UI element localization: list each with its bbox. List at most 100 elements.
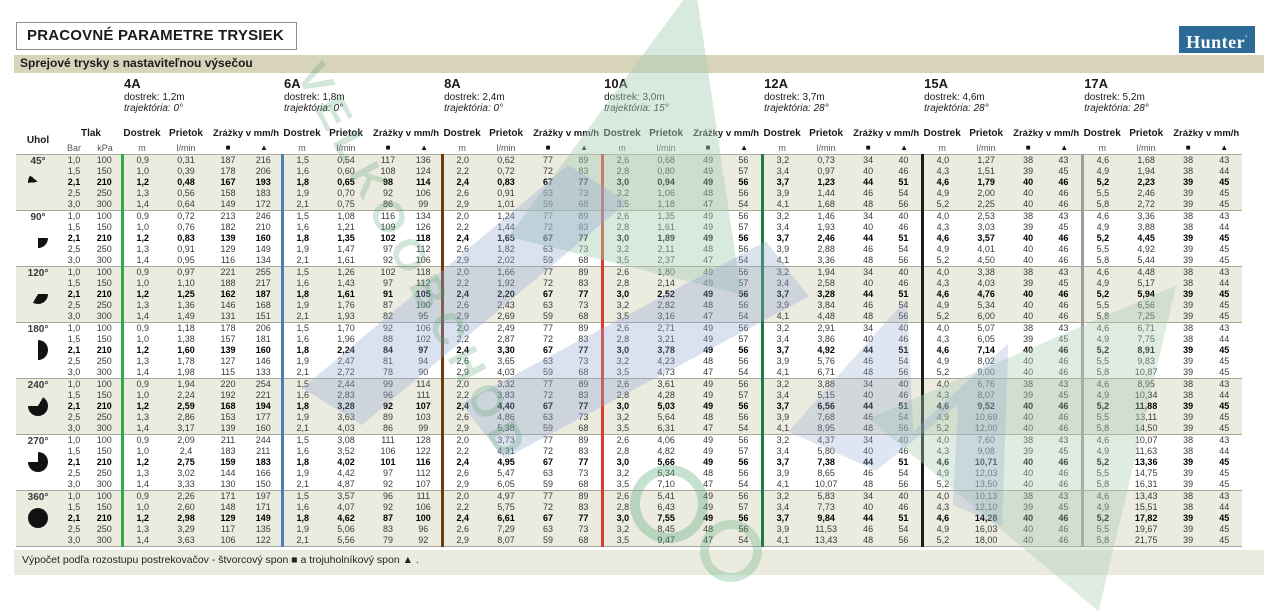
- zrazky-square-value: 49: [703, 446, 714, 456]
- dostrek-value: 1,3: [120, 468, 162, 479]
- dostrek-value: 3,9: [760, 412, 803, 423]
- dostrek-value: 2,9: [440, 199, 483, 211]
- prietok-value: 5,83: [802, 490, 851, 502]
- dostrek-value: 2,9: [440, 423, 483, 435]
- angle-label: 240°: [27, 380, 49, 391]
- dostrek-value: 4,6: [920, 289, 963, 300]
- zrazky-triangle-value: 112: [406, 278, 443, 289]
- prietok-value: 5,76: [817, 356, 835, 366]
- zrazky-square-value: 86: [370, 423, 407, 435]
- zrazky-triangle-value: 68: [578, 367, 589, 377]
- pressure-bar-value: 3,0: [60, 535, 88, 547]
- dostrek-value: 1,8: [280, 177, 323, 188]
- zrazky-triangle-value: 43: [1046, 490, 1083, 502]
- zrazky-square-value: 49: [690, 401, 727, 412]
- zrazky-square-value: 49: [703, 345, 714, 355]
- prietok-value: 4,92: [1137, 244, 1155, 254]
- zrazky-triangle-value: 46: [898, 446, 909, 456]
- zrazky-triangle-value: 40: [886, 322, 923, 334]
- dostrek-value: 3,4: [760, 166, 803, 177]
- zrazky-square-value: 39: [1170, 300, 1207, 311]
- zrazky-triangle-value: 54: [726, 199, 763, 211]
- zrazky-triangle-value: 160: [255, 345, 271, 355]
- dostrek-value: 2,2: [440, 278, 483, 289]
- dostrek-value: 3,9: [760, 188, 803, 199]
- dostrek-value: 2,1: [280, 199, 323, 211]
- prietok-value: 3,30: [497, 345, 515, 355]
- prietok-value: 0,68: [642, 154, 691, 166]
- prietok-value: 2,11: [657, 244, 675, 254]
- dostrek-value: 1,3: [120, 244, 162, 255]
- prietok-value: 3,88: [802, 378, 851, 390]
- dostrek-value: 4,9: [1080, 446, 1123, 457]
- prietok-value: 0,83: [482, 177, 531, 188]
- zrazky-square-value: 38: [1170, 278, 1207, 289]
- zrazky-triangle-value: 51: [886, 177, 923, 188]
- zrazky-square-value: 40: [863, 334, 874, 344]
- pressure-bar-value: 2,1: [60, 289, 88, 300]
- table-row: 120° 1,0 100 0,9 0,97 221 255 1,5 1,26 102 118 2,0 1…: [16, 266, 1243, 323]
- prietok-value: 2,71: [642, 322, 691, 334]
- dostrek-value: 4,0: [920, 266, 963, 278]
- zrazky-triangle-value: 46: [1058, 479, 1069, 489]
- prietok-value: 5,38: [482, 423, 531, 435]
- zrazky-triangle-value: 133: [255, 367, 271, 377]
- table-row: 2,1 210 1,2 0,83 139 160 1,8 1,35 102 118 2,4 1,65 6…: [16, 233, 1242, 244]
- zrazky-triangle-value: 45: [1046, 502, 1083, 513]
- prietok-value: 9,47: [642, 535, 691, 547]
- zrazky-square-value: 47: [703, 367, 714, 377]
- pressure-bar-value: 1,5: [67, 334, 81, 344]
- pressure-bar-value: 2,1: [67, 345, 81, 355]
- prietok-value: 3,73: [482, 434, 531, 446]
- dostrek-value: 1,2: [120, 233, 162, 244]
- pressure-bar-value: 2,5: [60, 524, 88, 535]
- zrazky-triangle-value: 77: [578, 345, 589, 355]
- prietok-value: 2,59: [162, 401, 210, 412]
- zrazky-square-value: 139: [220, 345, 236, 355]
- zrazky-square-value: 38: [1010, 154, 1047, 166]
- prietok-value: 15,51: [1122, 502, 1171, 513]
- zrazky-triangle-value: 44: [1206, 502, 1243, 513]
- zrazky-triangle-value: 40: [886, 378, 923, 390]
- dostrek-value: 2,6: [600, 154, 643, 166]
- dostrek-value: 3,4: [760, 222, 803, 233]
- dostrek-value: 4,0: [920, 322, 963, 334]
- zrazky-square-value: 87: [370, 300, 407, 311]
- prietok-value: 0,97: [802, 166, 851, 177]
- zrazky-triangle-value: 56: [726, 154, 763, 166]
- zrazky-square-value: 49: [690, 278, 727, 289]
- zrazky-triangle-value: 56: [886, 199, 923, 211]
- angle-cell: 180°: [16, 322, 60, 379]
- zrazky-square-value: 48: [850, 311, 887, 323]
- zrazky-square-value: 38: [1010, 434, 1047, 446]
- col-prietok: Prietok: [169, 128, 203, 139]
- pressure-kpa-value: 300: [88, 311, 122, 323]
- dostrek-value: 4,9: [1080, 502, 1123, 513]
- zrazky-square-value: 72: [530, 502, 567, 513]
- prietok-value: 4,31: [497, 446, 515, 456]
- dostrek-value: 5,8: [1080, 423, 1123, 435]
- zrazky-square-value: 40: [1023, 233, 1034, 243]
- zrazky-triangle-value: 168: [246, 300, 283, 311]
- zrazky-square-value: 149: [210, 199, 246, 211]
- zrazky-triangle-value: 217: [246, 278, 283, 289]
- dostrek-value: 3,2: [600, 300, 643, 311]
- zrazky-triangle-value: 45: [1206, 535, 1243, 547]
- dostrek-value: 2,6: [440, 244, 483, 255]
- dostrek-value: 2,8: [600, 446, 643, 457]
- dostrek-value: 5,2: [920, 255, 963, 267]
- prietok-value: 5,34: [962, 300, 1011, 311]
- zrazky-square-value: 49: [690, 166, 727, 177]
- prietok-value: 6,05: [497, 479, 515, 489]
- nozzle-dostrek: dostrek: 5,2m: [1084, 92, 1145, 103]
- dostrek-value: 5,5: [1080, 188, 1123, 199]
- dostrek-value: 4,0: [920, 434, 963, 446]
- dostrek-value: 1,4: [120, 367, 162, 379]
- zrazky-triangle-value: 246: [246, 210, 283, 222]
- prietok-value: 12,03: [974, 468, 998, 478]
- zrazky-square-value: 49: [690, 490, 727, 502]
- prietok-value: 3,63: [322, 412, 371, 423]
- dostrek-value: 4,3: [920, 390, 963, 401]
- zrazky-square-value: 92: [383, 479, 394, 489]
- prietok-value: 7,60: [962, 434, 1011, 446]
